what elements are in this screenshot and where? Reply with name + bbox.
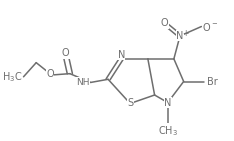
Text: O: O	[46, 69, 54, 79]
Text: CH$_3$: CH$_3$	[158, 124, 178, 138]
Text: O: O	[161, 18, 168, 28]
Text: S: S	[127, 99, 133, 108]
Text: +: +	[182, 29, 189, 38]
Text: H$_3$C: H$_3$C	[2, 70, 22, 84]
Text: Br: Br	[207, 77, 217, 86]
Text: N: N	[164, 98, 172, 108]
Text: O$^-$: O$^-$	[202, 21, 219, 33]
Text: N: N	[117, 50, 125, 60]
Text: N: N	[176, 31, 184, 41]
Text: O: O	[62, 48, 69, 58]
Text: NH: NH	[76, 78, 90, 87]
